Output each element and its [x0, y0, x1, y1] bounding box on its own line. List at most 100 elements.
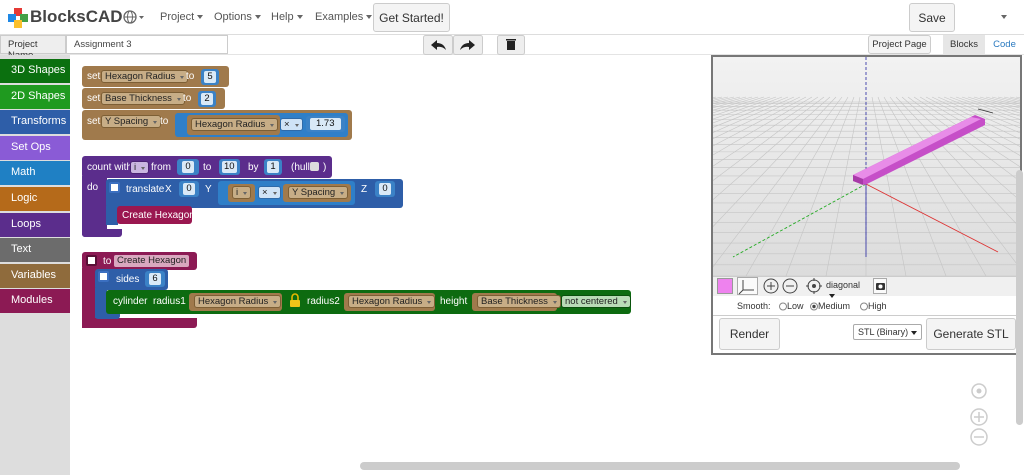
- get-started-button[interactable]: Get Started!: [373, 3, 450, 32]
- navbar: [0, 0, 1024, 35]
- variable-field[interactable]: Hexagon Radius: [191, 118, 279, 131]
- number-field[interactable]: 1.73: [310, 118, 341, 130]
- number-field[interactable]: 5: [204, 71, 216, 83]
- grid-line: [895, 96, 1020, 229]
- 3d-view[interactable]: [713, 57, 1020, 276]
- smooth-option[interactable]: Medium: [818, 301, 851, 311]
- keyword: count with: [87, 162, 133, 173]
- grid-line: [925, 96, 1020, 147]
- variable-field[interactable]: Hexagon Radius: [194, 295, 282, 308]
- account-menu[interactable]: [1001, 15, 1007, 19]
- grid-line: [943, 96, 1020, 129]
- number-field[interactable]: 6: [149, 273, 161, 285]
- grid-line: [785, 96, 855, 276]
- category-button[interactable]: 3D Shapes: [0, 59, 70, 83]
- procedure-name-field[interactable]: Create Hexagon: [114, 255, 190, 267]
- centering-field[interactable]: not centered: [561, 295, 631, 308]
- keyword: height: [440, 296, 468, 307]
- vertical-scrollbar[interactable]: [1016, 170, 1023, 425]
- category-button[interactable]: Set Ops: [0, 135, 70, 160]
- operator-field[interactable]: ×: [258, 186, 281, 199]
- grid-line: [713, 96, 843, 268]
- brand: BlocksCAD: [30, 7, 123, 26]
- sides-body-frame: [95, 288, 107, 318]
- number-block: 5: [201, 69, 219, 85]
- keyword: Z: [361, 184, 368, 195]
- number-field[interactable]: 0: [379, 183, 391, 195]
- loop-body-frame: [82, 176, 107, 237]
- smooth-label: Smooth:: [737, 301, 771, 311]
- hull-checkbox[interactable]: [310, 162, 319, 171]
- menu-help[interactable]: Help: [271, 11, 303, 23]
- variable-field[interactable]: Hexagon Radius: [101, 70, 189, 83]
- variable-field[interactable]: Hexagon Radius: [348, 295, 436, 308]
- number-block: 1.73: [306, 116, 345, 132]
- color-picker[interactable]: [717, 278, 733, 294]
- category-button[interactable]: Variables: [0, 263, 70, 288]
- translate-body-frame: [106, 206, 118, 225]
- grid-line: [889, 96, 1020, 269]
- operator-field[interactable]: ×: [280, 118, 303, 131]
- generate-stl-button[interactable]: Generate STL: [926, 318, 1016, 350]
- menu-options[interactable]: Options: [214, 11, 261, 23]
- call-block[interactable]: [117, 206, 192, 224]
- lock-icon[interactable]: [289, 293, 301, 308]
- keyword: cylinder: [113, 296, 148, 307]
- category-button[interactable]: Transforms: [0, 110, 70, 135]
- grid-line: [931, 96, 1020, 140]
- grid-line: [713, 96, 825, 181]
- save-button[interactable]: Save: [909, 3, 955, 32]
- grid-line: [871, 96, 907, 276]
- menu-examples[interactable]: Examples: [315, 11, 373, 23]
- redo-button[interactable]: [453, 35, 483, 55]
- delete-button[interactable]: [497, 35, 525, 55]
- category-button[interactable]: Logic: [0, 187, 70, 211]
- language-menu[interactable]: [123, 10, 145, 26]
- variable-field[interactable]: Base Thickness: [477, 295, 561, 308]
- variable-field[interactable]: Y Spacing: [288, 186, 349, 199]
- keyword: X: [165, 184, 172, 195]
- number-field[interactable]: 10: [222, 161, 237, 173]
- variable-field[interactable]: i: [130, 161, 150, 174]
- project-page-button[interactable]: Project Page: [868, 35, 931, 54]
- number-field[interactable]: 1: [267, 161, 279, 173]
- category-button[interactable]: Loops: [0, 212, 70, 237]
- number-field[interactable]: 0: [183, 183, 195, 195]
- grid-line: [883, 96, 987, 276]
- sides-foot: [95, 312, 120, 319]
- undo-button[interactable]: [423, 35, 453, 55]
- grid-line: [713, 96, 831, 201]
- keyword: ): [323, 162, 327, 173]
- category-button[interactable]: Math: [0, 161, 70, 186]
- number-block: 0: [179, 181, 199, 197]
- category-button[interactable]: Modules: [0, 289, 70, 314]
- number-field[interactable]: 0: [182, 161, 194, 173]
- format-select[interactable]: STL (Binary): [853, 324, 922, 340]
- number-field[interactable]: 2: [201, 93, 213, 105]
- variable-field[interactable]: i: [232, 186, 252, 199]
- logo: [8, 8, 28, 28]
- grid-line: [713, 96, 813, 156]
- number-block: 0: [177, 159, 199, 175]
- grid-line: [825, 96, 861, 276]
- code-tab[interactable]: Code: [993, 39, 1016, 50]
- number-block: 2: [198, 91, 216, 107]
- grid-line: [713, 96, 801, 139]
- view-select[interactable]: diagonal: [825, 279, 869, 298]
- variable-field[interactable]: Y Spacing: [101, 115, 162, 128]
- keyword: set: [87, 71, 101, 82]
- mutator-icon[interactable]: [86, 255, 97, 266]
- render-button[interactable]: Render: [719, 318, 780, 350]
- smooth-option[interactable]: Low: [787, 301, 804, 311]
- mutator-icon[interactable]: [109, 182, 120, 193]
- mutator-icon[interactable]: [98, 271, 109, 282]
- horizontal-scrollbar[interactable]: [360, 462, 960, 470]
- smooth-option[interactable]: High: [868, 301, 887, 311]
- blocks-tab[interactable]: Blocks: [943, 35, 985, 54]
- project-name-input[interactable]: Assignment 3: [66, 35, 228, 54]
- zoom-controls[interactable]: [968, 380, 990, 448]
- category-button[interactable]: 2D Shapes: [0, 84, 70, 109]
- variable-field[interactable]: Base Thickness: [101, 92, 185, 105]
- menu-project[interactable]: Project: [160, 11, 204, 23]
- category-button[interactable]: Text: [0, 238, 70, 263]
